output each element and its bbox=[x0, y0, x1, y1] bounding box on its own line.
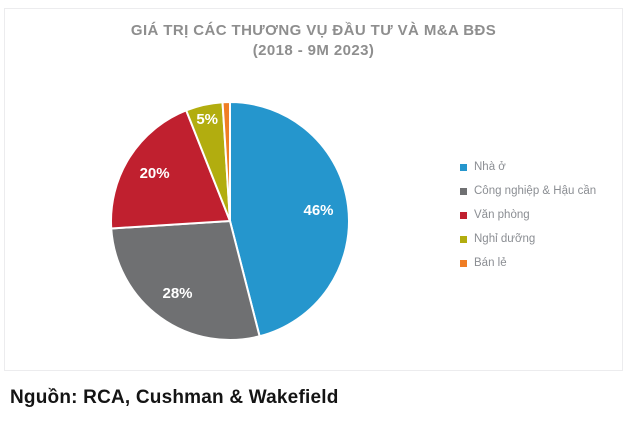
legend-item-van-phong: Văn phòng bbox=[460, 209, 596, 221]
pie-slice-label: 28% bbox=[162, 285, 192, 302]
legend-swatch-icon bbox=[460, 259, 467, 267]
legend-item-nha-o: Nhà ở bbox=[460, 161, 596, 173]
pie-slice-2 bbox=[110, 109, 231, 230]
chart-title: GIÁ TRỊ CÁC THƯƠNG VỤ ĐẦU TƯ VÀ M&A BĐS … bbox=[5, 21, 622, 61]
legend-label: Bán lẻ bbox=[474, 257, 507, 269]
chart-card: GIÁ TRỊ CÁC THƯƠNG VỤ ĐẦU TƯ VÀ M&A BĐS … bbox=[4, 8, 623, 371]
pie-slice-label: 5% bbox=[196, 111, 218, 128]
legend-item-nghi-duong: Nghỉ dưỡng bbox=[460, 233, 596, 245]
source-note: Nguồn: RCA, Cushman & Wakefield bbox=[10, 387, 339, 409]
legend-label: Nhà ở bbox=[474, 161, 506, 173]
legend-swatch-icon bbox=[460, 211, 467, 219]
legend-item-cong-nghiep-hau-can: Công nghiệp & Hậu cần bbox=[460, 185, 596, 197]
legend-swatch-icon bbox=[460, 187, 467, 195]
pie-slice-label: 20% bbox=[140, 165, 170, 182]
pie-slice-4 bbox=[221, 101, 231, 222]
legend-label: Công nghiệp & Hậu cần bbox=[474, 185, 597, 197]
legend-swatch-icon bbox=[460, 235, 467, 243]
pie-slice-label: 46% bbox=[303, 202, 333, 219]
legend-item-ban-le: Bán lẻ bbox=[460, 257, 596, 269]
chart-title-line2: (2018 - 9M 2023) bbox=[252, 42, 375, 59]
legend-label: Nghỉ dưỡng bbox=[474, 233, 536, 245]
legend-swatch-icon bbox=[460, 163, 467, 171]
source-text: Nguồn: RCA, Cushman & Wakefield bbox=[10, 387, 339, 408]
chart-title-line1: GIÁ TRỊ CÁC THƯƠNG VỤ ĐẦU TƯ VÀ M&A BĐS bbox=[130, 22, 497, 39]
pie-slice-1 bbox=[110, 220, 261, 341]
legend: Nhà ở Công nghiệp & Hậu cần Văn phòng Ng… bbox=[460, 161, 596, 281]
pie-slice-0 bbox=[229, 101, 350, 338]
legend-label: Văn phòng bbox=[474, 209, 530, 221]
pie-chart: 46% 28% 20% 5% bbox=[110, 101, 350, 341]
